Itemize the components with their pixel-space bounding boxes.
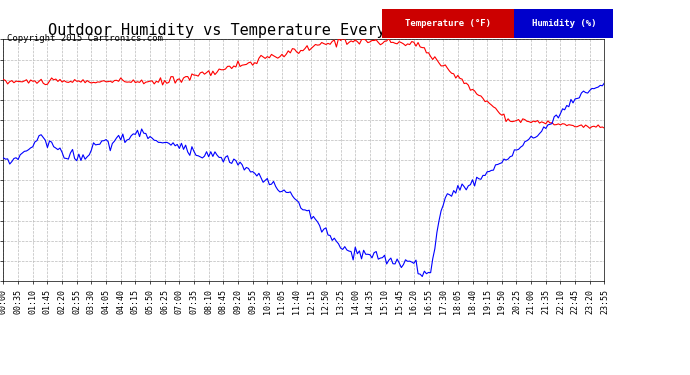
Text: Humidity (%): Humidity (%) [531,19,596,28]
Title: Outdoor Humidity vs Temperature Every 5 Minutes 20150610: Outdoor Humidity vs Temperature Every 5 … [48,23,560,38]
Text: Copyright 2015 Cartronics.com: Copyright 2015 Cartronics.com [7,34,163,43]
Text: Temperature (°F): Temperature (°F) [405,19,491,28]
